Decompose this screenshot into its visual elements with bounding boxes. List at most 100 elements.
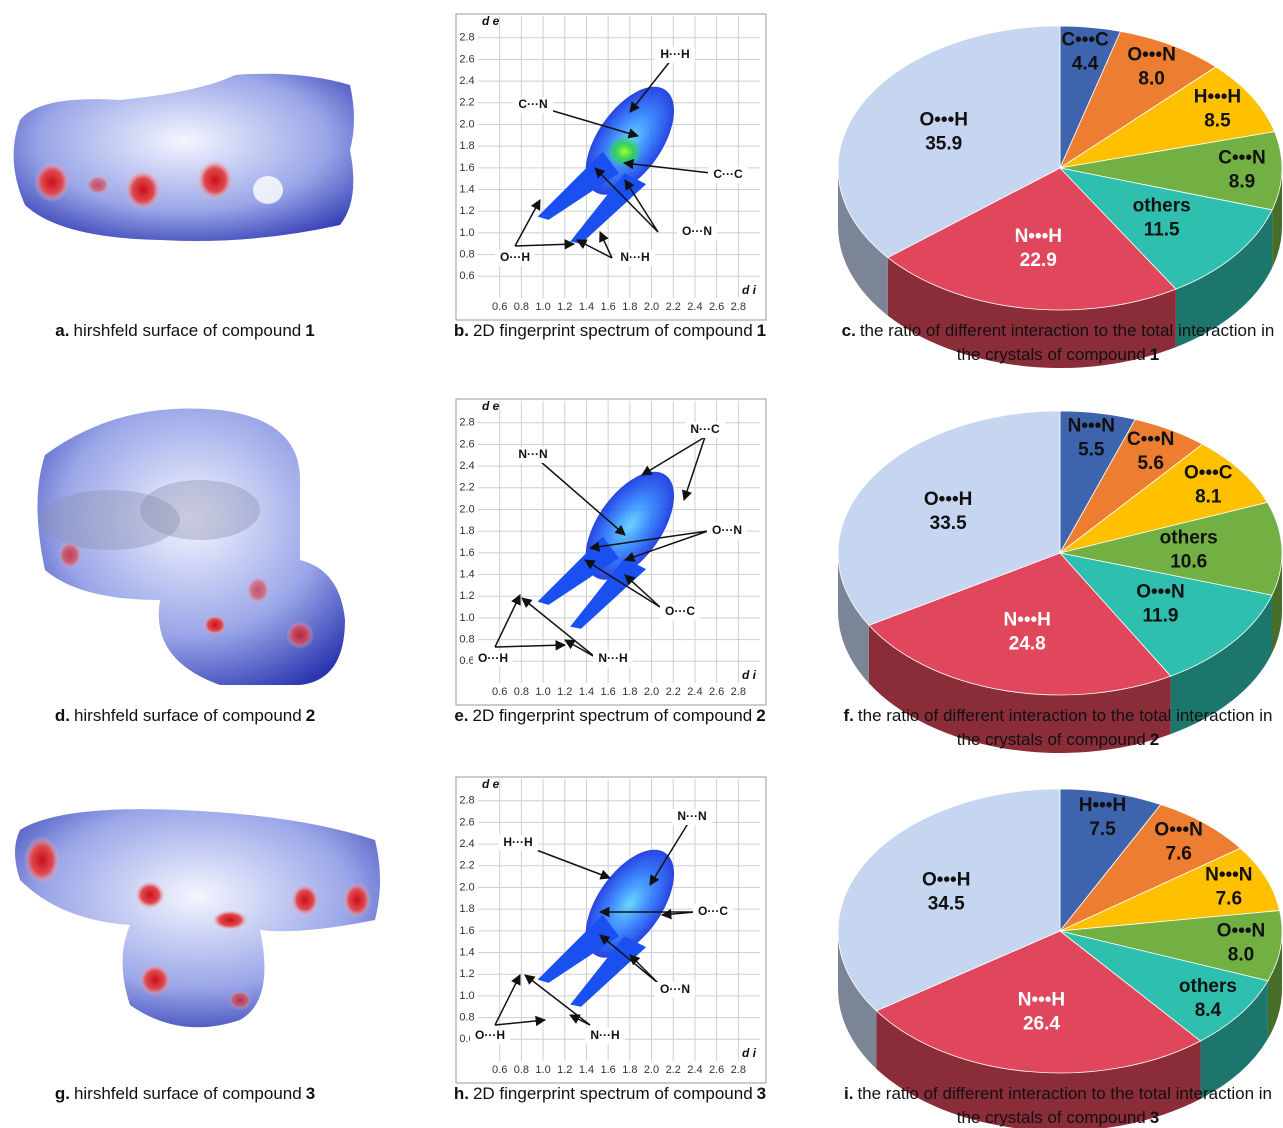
annotation: O···N xyxy=(660,982,690,996)
slice-label: N•••H xyxy=(1018,990,1065,1011)
slice-value: 7.6 xyxy=(1216,888,1242,909)
slice-value: 34.5 xyxy=(928,893,965,914)
slice-value: 4.4 xyxy=(1072,54,1099,75)
x-tick-label: 2.8 xyxy=(731,686,746,698)
caption-part: 3 xyxy=(1150,1108,1159,1127)
annotation: O···H xyxy=(478,651,508,665)
y-tick-label: 1.4 xyxy=(459,946,474,958)
y-tick-label: 0.6 xyxy=(459,655,474,667)
y-tick-label: 0.6 xyxy=(459,270,474,282)
x-tick-label: 1.6 xyxy=(601,301,616,313)
y-tick-label: 1.4 xyxy=(459,183,474,195)
x-tick-label: 1.0 xyxy=(535,686,550,698)
y-tick-label: 2.6 xyxy=(459,438,474,450)
caption-part: hirshfeld surface of compound xyxy=(74,706,302,725)
hirshfeld-surface-2 xyxy=(38,408,346,685)
x-tick-label: 1.8 xyxy=(622,301,637,313)
caption-part: 1 xyxy=(305,321,314,340)
slice-value: 33.5 xyxy=(930,513,967,534)
caption-part: f. xyxy=(844,706,854,725)
annotation: O···C xyxy=(665,604,695,618)
x-tick-label: 1.0 xyxy=(535,301,550,313)
slice-label: O•••N xyxy=(1136,582,1184,603)
slice-label: O•••H xyxy=(922,869,970,890)
slice-value: 8.9 xyxy=(1229,171,1255,192)
caption-part: 2 xyxy=(306,706,315,725)
x-axis-label: d i xyxy=(742,283,757,297)
x-tick-label: 0.8 xyxy=(514,1064,529,1076)
y-tick-label: 1.6 xyxy=(459,925,474,937)
caption-part: 2D fingerprint spectrum of compound xyxy=(473,706,753,725)
y-tick-label: 2.6 xyxy=(459,53,474,65)
slice-label: O•••H xyxy=(924,489,972,510)
caption-part: h. xyxy=(454,1084,469,1103)
y-axis-label: d e xyxy=(482,14,500,28)
x-tick-label: 2.6 xyxy=(709,686,724,698)
slice-label: O•••C xyxy=(1184,462,1233,483)
caption-part: 2 xyxy=(756,706,765,725)
caption-part: 3 xyxy=(306,1084,315,1103)
x-axis-label: d i xyxy=(742,668,757,682)
caption: g.hirshfeld surface of compound3 xyxy=(55,1084,315,1103)
x-tick-label: 1.8 xyxy=(622,1064,637,1076)
slice-value: 5.6 xyxy=(1137,453,1163,474)
y-axis-label: d e xyxy=(482,777,500,791)
caption: i.the ratio of different interaction to … xyxy=(844,1084,1272,1103)
caption: h.2D fingerprint spectrum of compound3 xyxy=(454,1084,766,1103)
x-tick-label: 0.8 xyxy=(514,301,529,313)
caption-part: 2 xyxy=(1150,730,1159,749)
x-tick-label: 1.2 xyxy=(557,1064,572,1076)
x-tick-label: 0.6 xyxy=(492,1064,507,1076)
annotation: N···N xyxy=(677,809,706,823)
annotation: N···H xyxy=(620,250,649,264)
y-tick-label: 1.0 xyxy=(459,612,474,624)
caption-part: e. xyxy=(454,706,468,725)
caption-part: d. xyxy=(55,706,70,725)
y-tick-label: 1.0 xyxy=(459,227,474,239)
caption: e. 2D fingerprint spectrum of compound2 xyxy=(454,706,765,725)
caption-part: 1 xyxy=(1150,345,1159,364)
y-tick-label: 1.2 xyxy=(459,205,474,217)
caption-part: 1 xyxy=(757,321,766,340)
y-tick-label: 2.8 xyxy=(459,795,474,807)
y-tick-label: 2.2 xyxy=(459,482,474,494)
x-tick-label: 2.4 xyxy=(687,686,702,698)
x-tick-label: 0.6 xyxy=(492,686,507,698)
slice-label: O•••N xyxy=(1154,820,1202,841)
x-tick-label: 2.2 xyxy=(666,301,681,313)
annotation: H···H xyxy=(660,47,689,61)
annotation: O···H xyxy=(500,250,530,264)
y-tick-label: 2.4 xyxy=(459,460,474,472)
caption-part: a. xyxy=(55,321,69,340)
x-tick-label: 1.4 xyxy=(579,686,594,698)
x-tick-label: 1.6 xyxy=(601,686,616,698)
y-tick-label: 1.8 xyxy=(459,903,474,915)
slice-label: O•••H xyxy=(919,110,967,131)
annotation: C···C xyxy=(713,167,743,181)
slice-value: 8.0 xyxy=(1138,68,1164,89)
x-tick-label: 2.6 xyxy=(709,301,724,313)
caption-part: 2D fingerprint spectrum of compound xyxy=(473,321,753,340)
y-tick-label: 0.8 xyxy=(459,1012,474,1024)
y-tick-label: 0.8 xyxy=(459,634,474,646)
y-tick-label: 2.0 xyxy=(459,881,474,893)
x-tick-label: 2.0 xyxy=(644,686,659,698)
y-tick-label: 2.2 xyxy=(459,97,474,109)
caption-part: i. xyxy=(844,1084,853,1103)
caption-part: hirshfeld surface of compound xyxy=(73,321,301,340)
y-axis-label: d e xyxy=(482,399,500,413)
caption: c.the ratio of different interaction to … xyxy=(842,321,1275,340)
caption-part: the ratio of different interaction to th… xyxy=(857,1084,1272,1103)
slice-value: 10.6 xyxy=(1170,551,1207,572)
slice-label: others xyxy=(1160,527,1218,548)
y-tick-label: 1.2 xyxy=(459,590,474,602)
y-tick-label: 1.8 xyxy=(459,525,474,537)
y-tick-label: 2.0 xyxy=(459,118,474,130)
slice-value: 11.5 xyxy=(1144,220,1180,241)
annotation: O···N xyxy=(712,523,742,537)
slice-label: C•••C xyxy=(1061,30,1109,51)
